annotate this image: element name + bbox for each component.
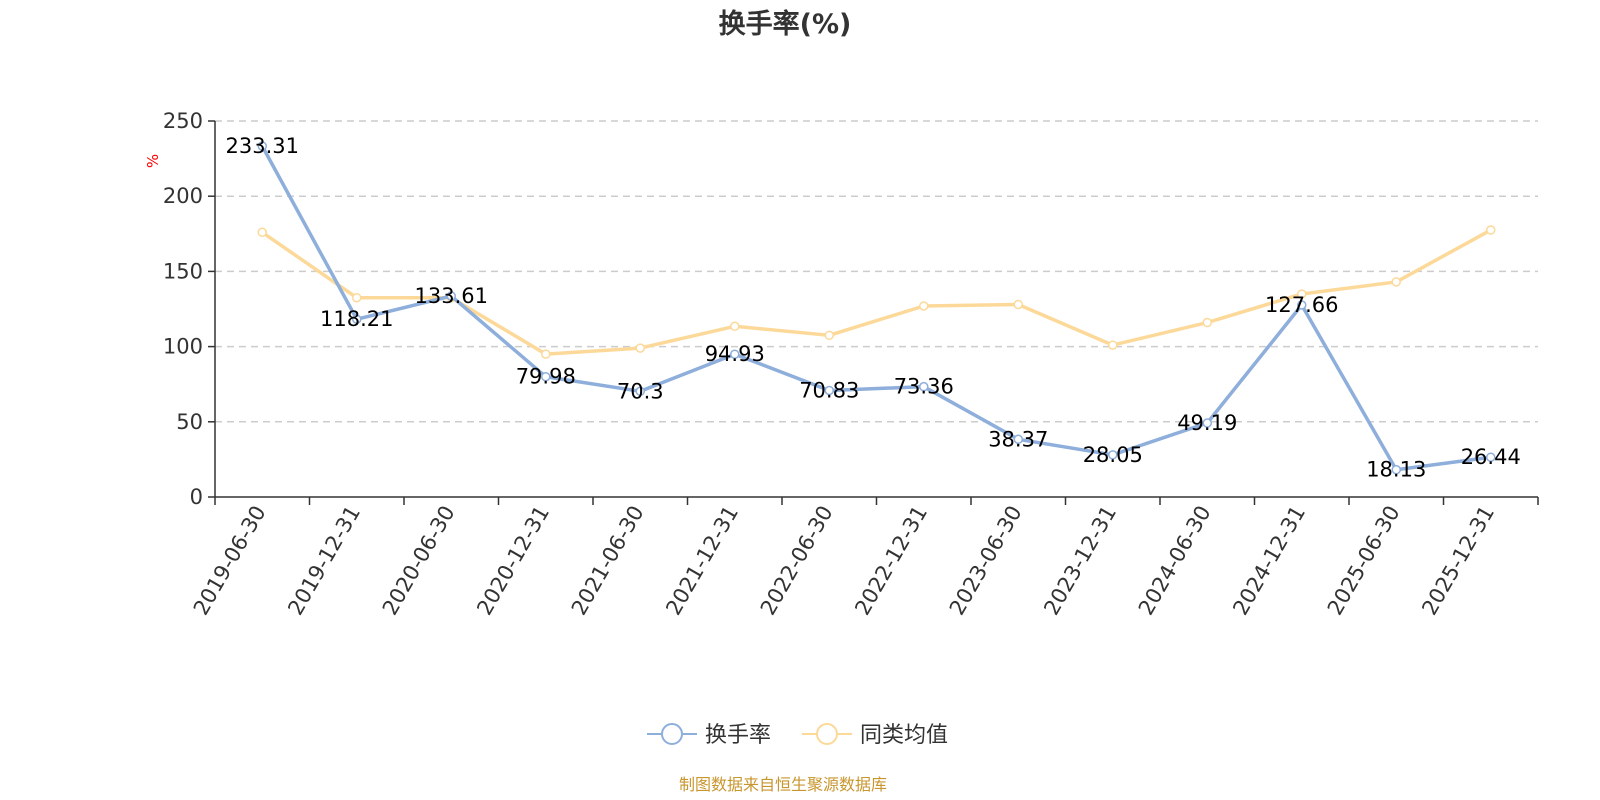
legend-circle-marker — [816, 723, 838, 745]
legend-label: 同类均值 — [860, 723, 948, 748]
chart-title: 换手率(%) — [719, 8, 852, 40]
legend[interactable]: 换手率 同类均值 — [647, 723, 948, 748]
data-point-peer-average — [541, 349, 551, 359]
data-point-turnover — [446, 291, 456, 301]
y-axis-ticks: 0 50 100 150 200 250 — [163, 109, 215, 509]
data-point-turnover — [1391, 464, 1401, 475]
data-label: 70.83 — [799, 378, 859, 402]
data-point-peer-average — [352, 292, 362, 303]
y-axis-unit: % — [144, 154, 162, 168]
x-tick-label: 2020-06-30 — [378, 502, 460, 620]
data-point-turnover — [919, 381, 929, 392]
data-point-turnover — [1486, 452, 1496, 462]
x-tick-label: 2021-12-31 — [661, 502, 743, 620]
data-point-peer-average — [824, 330, 834, 341]
data-label: 18.13 — [1366, 458, 1426, 482]
data-point-turnover — [635, 386, 645, 397]
series-line-peer-average — [261, 228, 1492, 356]
data-point-peer-average — [1108, 340, 1118, 350]
data-point-turnover — [1013, 434, 1023, 445]
grid-lines — [215, 120, 1538, 423]
x-tick-label: 2024-06-30 — [1134, 502, 1216, 620]
legend-label: 换手率 — [705, 723, 771, 748]
x-tick-label: 2023-06-30 — [945, 502, 1027, 620]
x-tick-label: 2025-06-30 — [1323, 502, 1405, 620]
data-label: 70.3 — [617, 379, 664, 403]
data-labels: 233.31 118.21 133.61 79.98 70.3 94.93 70.83 73.… — [226, 134, 1521, 482]
y-tick-label: 0 — [190, 485, 203, 509]
data-point-peer-average — [635, 343, 645, 353]
data-point-turnover — [257, 141, 267, 151]
data-point-turnover — [352, 314, 362, 324]
data-label: 127.66 — [1265, 293, 1338, 317]
data-point-peer-average — [1391, 277, 1401, 287]
x-tick-label: 2022-06-30 — [756, 502, 838, 620]
x-tick-label: 2020-12-31 — [472, 502, 554, 620]
x-tick-label: 2023-12-31 — [1039, 502, 1121, 620]
data-label: 38.37 — [988, 427, 1048, 451]
data-point-peer-average — [730, 321, 740, 332]
data-point-peer-average — [1013, 299, 1023, 310]
x-tick-label: 2019-12-31 — [283, 502, 365, 620]
y-tick-label: 50 — [176, 410, 203, 434]
series-layer — [257, 141, 1496, 475]
data-point-turnover — [1297, 300, 1307, 310]
x-tick-label: 2021-06-30 — [567, 502, 649, 620]
legend-item-peer-average[interactable]: 同类均值 — [802, 723, 948, 748]
data-label: 28.05 — [1083, 443, 1143, 467]
data-label: 233.31 — [226, 134, 299, 158]
data-point-peer-average — [1486, 225, 1496, 235]
y-tick-label: 250 — [163, 109, 203, 133]
x-tick-label: 2022-12-31 — [850, 502, 932, 620]
data-point-turnover — [824, 385, 834, 396]
series-line-turnover — [260, 145, 1491, 472]
axes — [214, 121, 1538, 498]
y-tick-label: 100 — [163, 335, 203, 359]
data-point-turnover — [1202, 418, 1212, 428]
data-point-peer-average — [1297, 289, 1307, 299]
data-point-peer-average — [919, 301, 929, 311]
data-point-peer-average — [257, 227, 267, 238]
data-source-note: 制图数据来自恒生聚源数据库 — [679, 775, 887, 794]
legend-item-turnover[interactable]: 换手率 — [647, 723, 771, 748]
x-axis-ticks: 2019-06-30 2019-12-31 2020-06-30 2020-12-31… — [189, 497, 1539, 620]
data-point-peer-average — [1202, 317, 1212, 328]
data-label: 73.36 — [894, 375, 954, 399]
y-tick-label: 150 — [163, 259, 203, 283]
x-tick-label: 2019-06-30 — [189, 502, 271, 620]
x-tick-label: 2024-12-31 — [1228, 502, 1310, 620]
data-label: 49.19 — [1177, 411, 1237, 435]
data-label: 79.98 — [516, 365, 576, 389]
data-point-turnover — [730, 349, 740, 359]
data-label: 118.21 — [320, 307, 393, 331]
y-tick-label: 200 — [163, 184, 203, 208]
data-label: 133.61 — [415, 284, 488, 308]
data-label: 26.44 — [1461, 445, 1521, 469]
legend-circle-marker — [661, 723, 683, 745]
data-point-turnover — [1108, 450, 1118, 460]
x-tick-label: 2025-12-31 — [1417, 502, 1499, 620]
data-point-turnover — [541, 371, 551, 382]
data-label: 94.93 — [705, 342, 765, 366]
